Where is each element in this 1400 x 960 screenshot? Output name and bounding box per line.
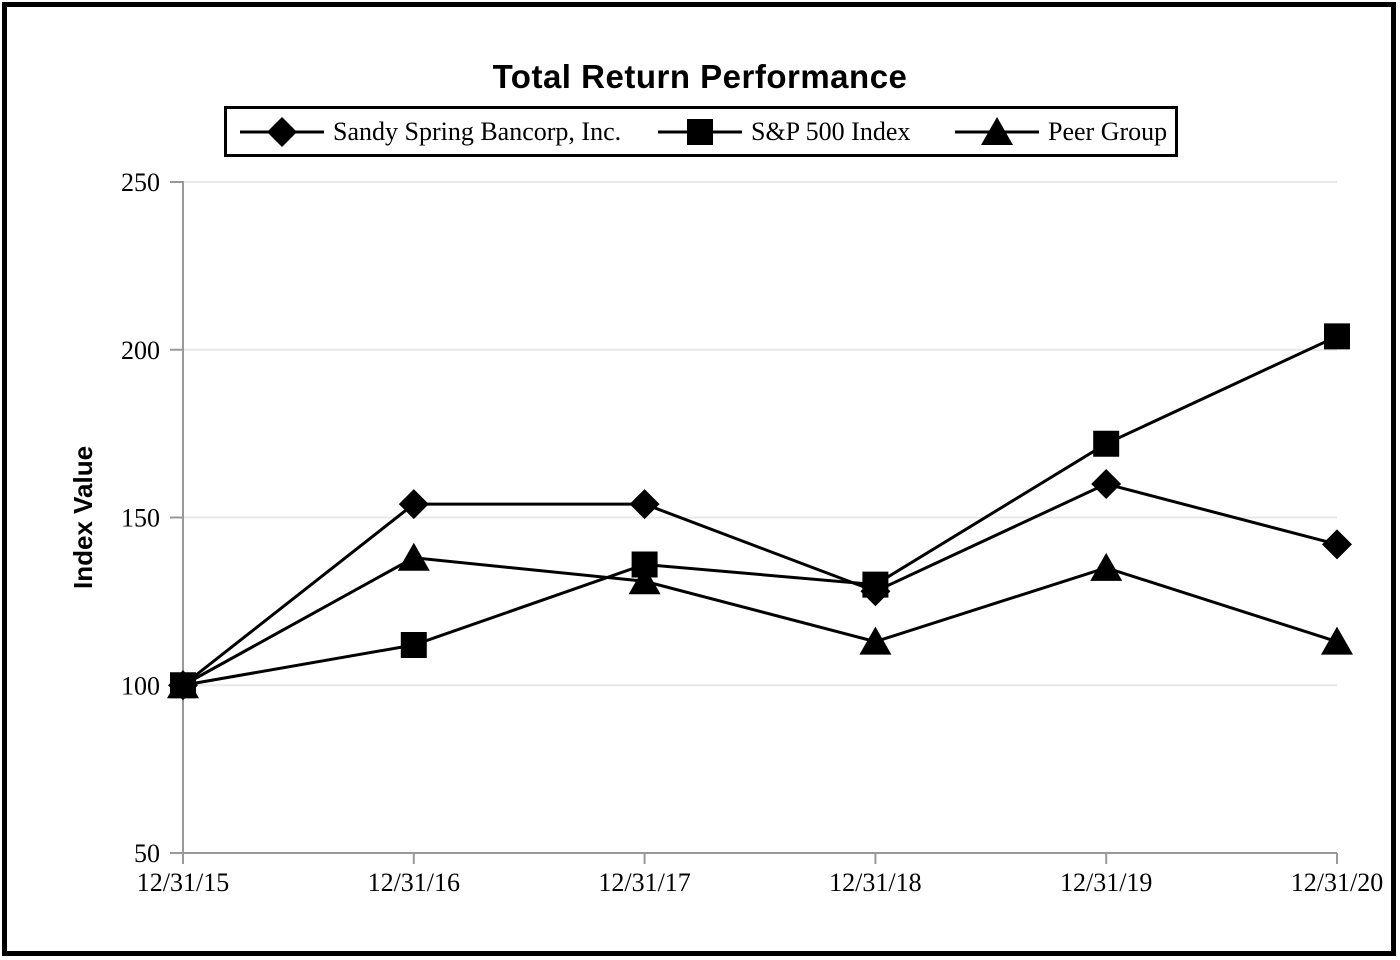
marker-square-1-5 xyxy=(1324,323,1350,350)
series-line-2 xyxy=(182,556,1338,687)
legend-marker-square-icon xyxy=(658,118,742,145)
legend-entry-0: Sandy Spring Bancorp, Inc. xyxy=(240,115,621,149)
marker-square-1-4 xyxy=(1093,430,1120,457)
legend-label-0: Sandy Spring Bancorp, Inc. xyxy=(333,116,622,146)
marker-diamond-0-1 xyxy=(398,489,429,520)
marker-diamond-0-4 xyxy=(1091,468,1122,499)
marker-square-1-2 xyxy=(631,551,658,578)
diamond-icon xyxy=(267,116,297,147)
legend-entry-1: S&P 500 Index xyxy=(658,115,910,149)
y-axis-title: Index Value xyxy=(68,446,98,589)
legend-label-2: Peer Group xyxy=(1048,116,1168,146)
x-tick-label-0: 12/31/15 xyxy=(137,868,229,897)
y-tick-label-250: 250 xyxy=(121,168,160,197)
marker-triangle-2-1 xyxy=(397,542,430,571)
marker-diamond-0-2 xyxy=(629,489,660,520)
legend-entry-2: Peer Group xyxy=(955,115,1167,149)
x-tick-label-4: 12/31/19 xyxy=(1060,868,1152,897)
marker-triangle-2-3 xyxy=(859,626,892,655)
marker-square-1-0 xyxy=(170,672,196,699)
x-tick-label-5: 12/31/20 xyxy=(1291,868,1383,897)
y-tick-label-100: 100 xyxy=(121,671,160,700)
square-icon xyxy=(687,118,713,145)
legend-label-1: S&P 500 Index xyxy=(751,116,911,146)
y-tick-label-150: 150 xyxy=(121,504,160,533)
legend-marker-diamond-icon xyxy=(240,116,324,147)
marker-diamond-0-5 xyxy=(1322,529,1352,560)
series-line-1 xyxy=(182,334,1338,687)
marker-triangle-2-4 xyxy=(1090,552,1123,581)
marker-triangle-2-2 xyxy=(628,566,661,595)
y-tick-label-200: 200 xyxy=(121,336,160,365)
chart-title: Total Return Performance xyxy=(492,58,908,95)
marker-square-1-1 xyxy=(400,631,427,658)
series-line-0 xyxy=(182,482,1338,687)
x-tick-label-3: 12/31/18 xyxy=(829,868,921,897)
x-tick-label-1: 12/31/16 xyxy=(368,868,460,897)
legend-marker-triangle-icon xyxy=(955,116,1039,145)
chart-legend: Sandy Spring Bancorp, Inc. S&P 500 Index P… xyxy=(224,106,1178,157)
triangle-icon xyxy=(981,116,1013,145)
y-tick-label-50: 50 xyxy=(134,839,160,868)
x-tick-label-2: 12/31/17 xyxy=(598,868,690,897)
marker-square-1-3 xyxy=(862,571,889,598)
marker-triangle-2-5 xyxy=(1321,626,1353,655)
